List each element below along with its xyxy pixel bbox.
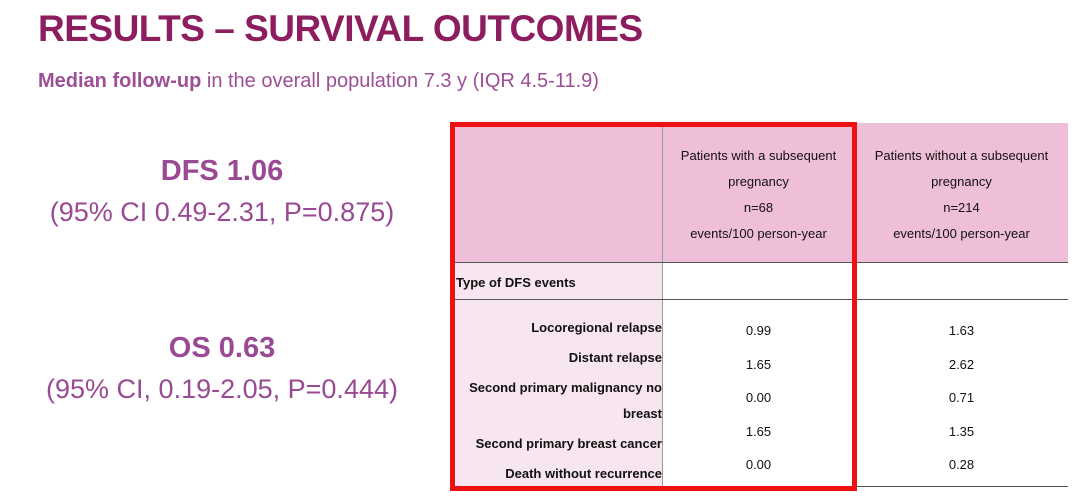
column-header-line: n=68 (743, 200, 774, 215)
header-bg (662, 123, 855, 262)
row-label: Locoregional relapse (531, 320, 662, 335)
column-header-line: n=214 (943, 200, 980, 215)
header-bg (855, 123, 1068, 262)
column-header: Patients with a subsequent pregnancy n=68 e… (662, 143, 855, 247)
column-header-line: events/100 person-year (893, 226, 1030, 241)
cell-value: 0.28 (948, 457, 975, 472)
cell-value: 0.71 (948, 390, 975, 405)
subtitle: Median follow-up in the overall populati… (38, 70, 599, 93)
subtitle-text: in the overall population 7.3 y (IQR 4.5… (206, 70, 599, 92)
row-label: Death without recurrence (505, 466, 662, 481)
cell-value: 1.65 (745, 424, 772, 439)
column-header-line: pregnancy (931, 174, 992, 189)
row-divider (450, 299, 1068, 300)
cell-value: 1.63 (948, 323, 975, 338)
cell-value: 0.00 (745, 457, 772, 472)
column-header-line: Patients with a subsequent (680, 148, 837, 163)
column-header-line: Patients without a subsequent (874, 148, 1049, 163)
cell-value: 0.99 (745, 323, 772, 338)
column-header-line: pregnancy (728, 174, 789, 189)
header-bg (450, 123, 662, 262)
row-divider (450, 262, 1068, 263)
column-header: Patients without a subsequent pregnancy n=… (855, 143, 1068, 247)
cell-value: 2.62 (948, 357, 975, 372)
cell-value: 0.00 (745, 390, 772, 405)
os-value: OS 0.63 (168, 332, 276, 364)
cell-value: 1.35 (948, 424, 975, 439)
dfs-value: DFS 1.06 (160, 155, 284, 187)
row-label: Second primary malignancy no breast (469, 380, 662, 421)
dfs-ci: (95% CI 0.49-2.31, P=0.875) (49, 197, 395, 227)
table: Type of DFS events Patients with a subse… (450, 123, 1068, 487)
subtitle-bold: Median follow-up (38, 70, 202, 92)
highlight-box (450, 122, 857, 491)
cell-value: 1.65 (745, 357, 772, 372)
row-label: Second primary breast cancer (475, 436, 662, 451)
title: RESULTS – SURVIVAL OUTCOMES (38, 8, 643, 49)
column-header-line: events/100 person-year (690, 226, 827, 241)
row-label: Distant relapse (568, 350, 662, 365)
column-divider (662, 123, 663, 487)
section-label: Type of DFS events (456, 275, 576, 290)
os-ci: (95% CI, 0.19-2.05, P=0.444) (46, 374, 398, 404)
body-bg (855, 262, 1068, 487)
